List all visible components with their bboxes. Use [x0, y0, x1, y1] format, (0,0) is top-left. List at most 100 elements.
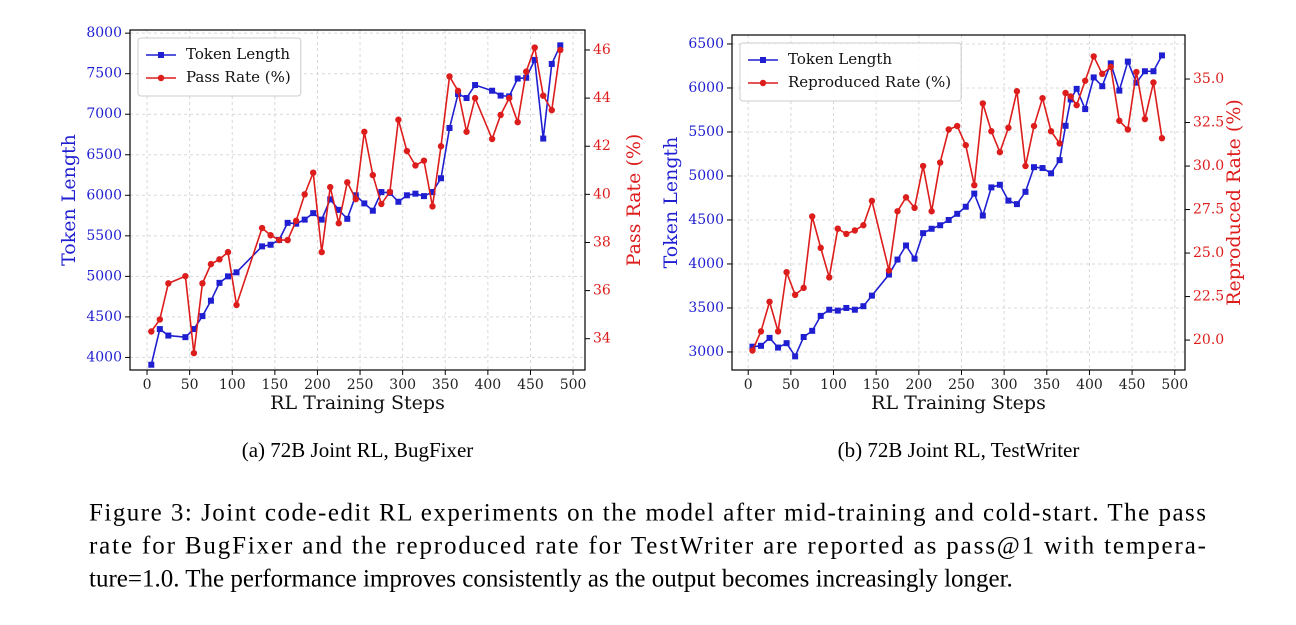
marker — [1158, 134, 1166, 142]
marker — [843, 230, 850, 238]
marker — [548, 60, 555, 67]
y2-tick-label: 35.0 — [1193, 71, 1224, 87]
marker — [292, 217, 300, 225]
marker — [954, 122, 961, 130]
marker — [996, 148, 1004, 156]
marker — [284, 219, 291, 226]
marker — [749, 347, 756, 354]
legend-box — [137, 37, 302, 97]
marker — [531, 44, 538, 51]
marker — [165, 280, 172, 287]
marker — [1022, 162, 1029, 170]
marker — [148, 328, 155, 335]
marker — [988, 184, 995, 191]
marker — [937, 222, 944, 229]
y-tick-label: 5000 — [86, 268, 122, 284]
marker — [1150, 79, 1157, 86]
marker — [775, 344, 782, 351]
y2-tick-label: 44 — [593, 90, 611, 106]
y-tick-label: 7000 — [86, 106, 122, 122]
marker — [190, 326, 197, 333]
marker — [259, 243, 266, 250]
y2-tick-label: 36 — [593, 283, 611, 299]
y2-tick-label: 27.5 — [1193, 202, 1224, 218]
marker — [1133, 68, 1140, 76]
y2-axis-label: Pass Rate (%) — [623, 134, 645, 267]
marker — [361, 200, 368, 207]
y-tick-label: 3500 — [688, 300, 724, 316]
y-tick-label: 6500 — [86, 147, 122, 163]
marker — [454, 87, 462, 95]
marker — [548, 106, 555, 114]
x-tick-label: 500 — [560, 377, 587, 393]
marker — [1090, 74, 1097, 81]
marker — [749, 343, 756, 350]
x-tick-label: 0 — [744, 377, 753, 393]
marker — [1005, 124, 1012, 131]
marker — [429, 203, 436, 210]
marker — [783, 340, 790, 347]
marker — [1031, 164, 1037, 171]
marker — [894, 256, 901, 263]
x-tick-label: 400 — [1076, 377, 1103, 393]
x-axis-label: RL Training Steps — [270, 392, 445, 414]
marker — [182, 334, 189, 341]
y-tick-label: 5500 — [86, 228, 122, 244]
marker — [800, 284, 807, 292]
marker — [851, 227, 859, 234]
marker — [420, 157, 428, 164]
marker — [1005, 197, 1012, 204]
y2-tick-label: 20.0 — [1193, 332, 1224, 348]
marker — [851, 306, 858, 313]
marker — [207, 297, 214, 304]
marker — [301, 216, 308, 223]
marker — [327, 183, 334, 191]
marker — [557, 46, 564, 54]
x-tick-label: 50 — [782, 377, 800, 393]
marker — [301, 191, 308, 198]
marker — [352, 195, 359, 203]
marker — [920, 230, 927, 237]
marker — [902, 194, 910, 201]
marker — [497, 111, 504, 119]
marker — [1056, 140, 1063, 147]
y-tick-label: 6000 — [86, 187, 122, 203]
marker — [954, 210, 961, 217]
y2-tick-label: 46 — [593, 42, 611, 58]
x-tick-label: 0 — [143, 377, 152, 393]
x-axis-label: RL Training Steps — [871, 392, 1046, 414]
marker — [1116, 87, 1123, 94]
marker — [369, 171, 377, 179]
y2-tick-label: 42 — [593, 138, 611, 154]
y-tick-label: 4500 — [86, 309, 122, 325]
marker — [446, 73, 453, 80]
marker — [318, 248, 325, 256]
marker — [834, 225, 841, 232]
marker — [774, 328, 782, 335]
x-tick-label: 100 — [219, 377, 246, 393]
marker — [156, 326, 163, 333]
marker — [1141, 68, 1148, 75]
x-tick-label: 350 — [432, 377, 459, 393]
y-axis-label: Token Length — [660, 137, 682, 269]
legend-marker — [759, 79, 767, 87]
marker — [378, 189, 385, 196]
y-tick-label: 3000 — [688, 344, 724, 360]
x-tick-label: 250 — [347, 377, 374, 393]
marker — [540, 92, 547, 99]
marker — [344, 179, 351, 186]
marker — [1067, 93, 1074, 100]
x-tick-label: 150 — [261, 377, 288, 393]
plot-frame — [129, 29, 586, 371]
marker — [386, 188, 394, 196]
marker — [472, 82, 479, 89]
marker — [540, 135, 547, 142]
legend-marker — [158, 52, 164, 58]
legend: Token Length Reproduced Rate (%) — [739, 42, 962, 102]
marker — [207, 260, 215, 268]
marker — [868, 197, 876, 205]
marker — [817, 244, 824, 252]
marker — [791, 291, 799, 299]
x-tick-label: 200 — [905, 377, 932, 393]
marker — [1039, 94, 1046, 102]
